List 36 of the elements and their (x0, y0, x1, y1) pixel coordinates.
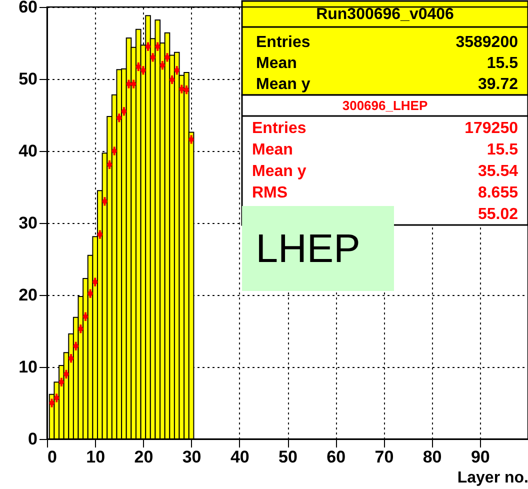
annotation: Run300696_v0406 (316, 6, 454, 23)
annotation: 39.72 (478, 76, 518, 93)
y-tick-label: 20 (18, 286, 38, 304)
annotation: Entries (256, 34, 310, 51)
annotation: 300696_LHEP (342, 98, 428, 113)
x-tick-label: 90 (470, 448, 490, 466)
x-tick-label: 60 (326, 448, 346, 466)
x-tick-label: 50 (278, 448, 298, 466)
annotation: 8.655 (478, 184, 518, 202)
annotation: 55.02 (478, 206, 518, 223)
y-tick-label: 60 (18, 0, 38, 16)
annotation: Mean (252, 142, 293, 158)
x-tick-label: 40 (230, 448, 250, 466)
annotation: LHEP (256, 227, 360, 271)
annotation: Entries (252, 120, 306, 137)
x-tick-label: 10 (86, 448, 106, 466)
annotation: 15.5 (486, 55, 518, 72)
x-axis-title: Layer no. (457, 470, 528, 486)
annotation: 35.54 (478, 163, 518, 180)
y-tick-label: 0 (28, 430, 38, 448)
x-tick-label: 0 (48, 448, 57, 466)
x-tick-label: 80 (422, 448, 442, 466)
y-tick-label: 40 (18, 142, 38, 160)
annotation: Mean y (256, 76, 310, 93)
annotation: 15.5 (486, 142, 518, 158)
x-tick-label: 30 (182, 448, 202, 466)
annotation: Mean (256, 55, 297, 72)
x-tick-label: 70 (374, 448, 394, 466)
x-tick-label: 20 (134, 448, 154, 466)
annotation: 179250 (464, 120, 518, 137)
annotation: RMS (252, 184, 288, 202)
y-tick-label: 10 (18, 358, 38, 376)
annotation: Mean y (252, 163, 306, 180)
annotation: 3589200 (456, 34, 518, 51)
y-tick-label: 30 (18, 214, 38, 232)
y-tick-label: 50 (18, 70, 38, 88)
